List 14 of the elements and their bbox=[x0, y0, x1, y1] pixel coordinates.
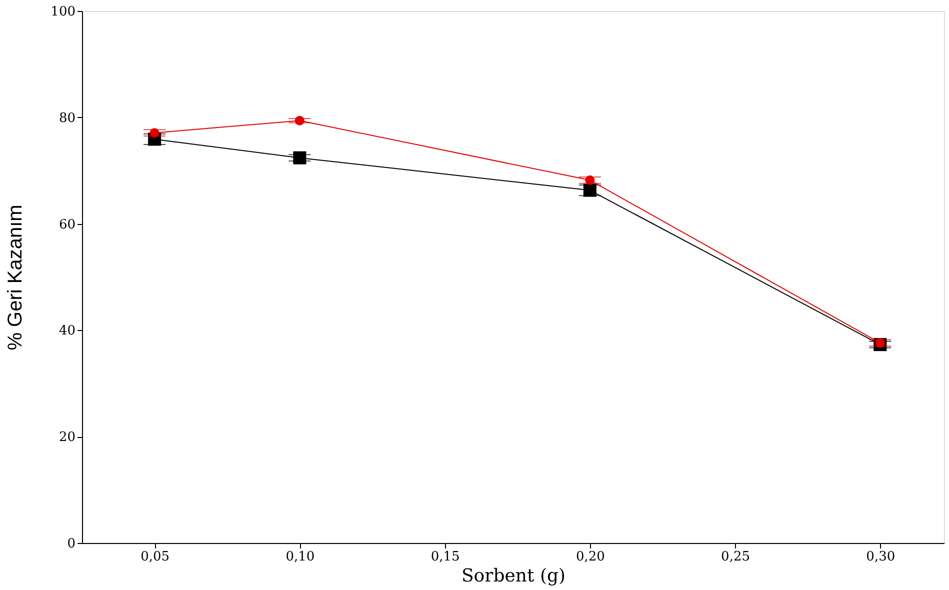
x-tick-label: 0,25 bbox=[721, 550, 750, 564]
y-tick-label: 0 bbox=[67, 536, 76, 552]
x-tick-label: 0,15 bbox=[430, 550, 460, 564]
x-axis-title: Sorbent (g) bbox=[461, 566, 566, 586]
y-tick-label: 80 bbox=[58, 110, 76, 126]
x-tick-label: 0,10 bbox=[286, 550, 315, 564]
x-tick-label: 0,05 bbox=[140, 550, 170, 564]
x-tick-label: 0,30 bbox=[866, 550, 896, 564]
y-axis-title: % Geri Kazanım bbox=[4, 204, 27, 350]
y-tick-label: 60 bbox=[58, 217, 76, 232]
y-tick-label: 20 bbox=[58, 430, 76, 446]
y-tick-label: 100 bbox=[50, 4, 76, 20]
y-tick-label: 40 bbox=[58, 324, 76, 339]
x-tick-label: 0,20 bbox=[576, 550, 605, 564]
